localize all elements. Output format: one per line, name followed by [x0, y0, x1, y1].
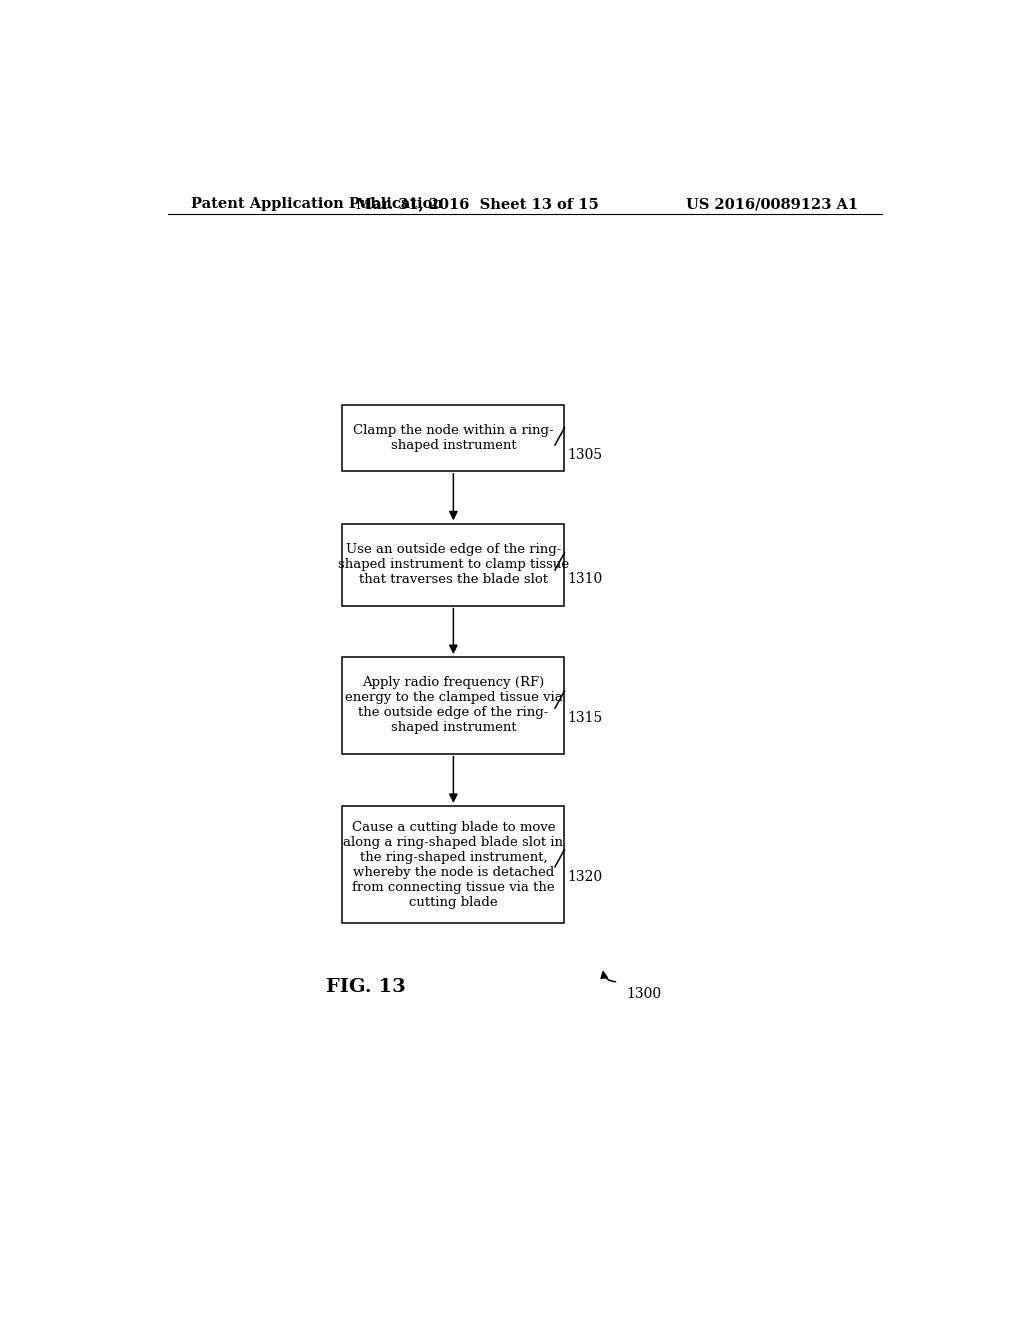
Text: Clamp the node within a ring-
shaped instrument: Clamp the node within a ring- shaped ins…	[353, 424, 554, 451]
Text: Apply radio frequency (RF)
energy to the clamped tissue via
the outside edge of : Apply radio frequency (RF) energy to the…	[344, 676, 562, 734]
FancyBboxPatch shape	[342, 405, 564, 471]
Text: US 2016/0089123 A1: US 2016/0089123 A1	[686, 197, 858, 211]
FancyBboxPatch shape	[342, 807, 564, 923]
FancyArrowPatch shape	[601, 972, 615, 982]
Text: Use an outside edge of the ring-
shaped instrument to clamp tissue
that traverse: Use an outside edge of the ring- shaped …	[338, 544, 569, 586]
Text: Patent Application Publication: Patent Application Publication	[191, 197, 443, 211]
FancyBboxPatch shape	[342, 657, 564, 754]
Text: FIG. 13: FIG. 13	[327, 978, 406, 995]
FancyBboxPatch shape	[342, 524, 564, 606]
Text: Mar. 31, 2016  Sheet 13 of 15: Mar. 31, 2016 Sheet 13 of 15	[355, 197, 599, 211]
Text: 1305: 1305	[567, 447, 603, 462]
Text: 1300: 1300	[627, 987, 662, 1001]
Text: 1320: 1320	[567, 870, 603, 884]
Text: 1310: 1310	[567, 572, 603, 586]
Text: Cause a cutting blade to move
along a ring-shaped blade slot in
the ring-shaped : Cause a cutting blade to move along a ri…	[343, 821, 563, 908]
Text: 1315: 1315	[567, 711, 603, 725]
